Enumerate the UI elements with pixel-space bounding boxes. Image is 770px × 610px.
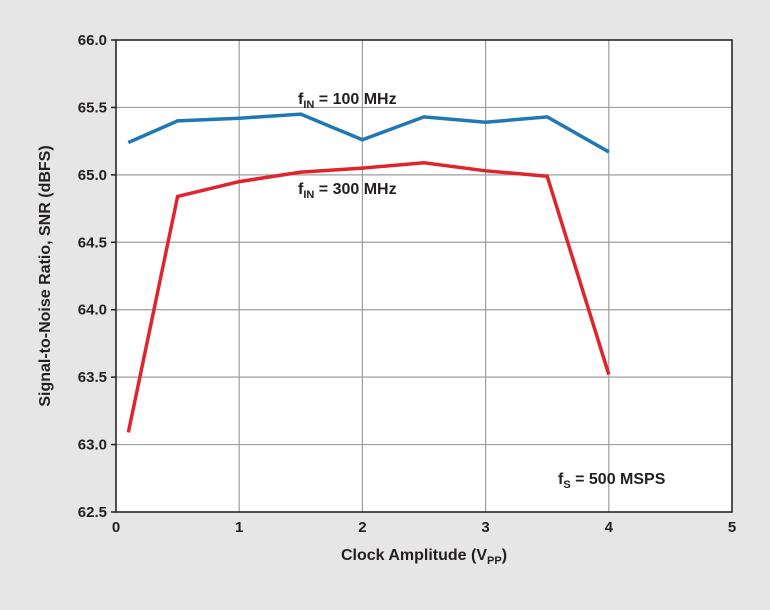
- x-tick-label: 2: [358, 519, 366, 536]
- y-tick-label: 64.5: [78, 234, 107, 251]
- series-label-300mhz: fIN = 300 MHz: [298, 181, 397, 201]
- y-tick-label: 64.0: [78, 302, 107, 319]
- x-tick-label: 4: [605, 519, 614, 536]
- y-tick-label: 65.5: [78, 99, 107, 116]
- series-label-100mhz: fIN = 100 MHz: [298, 91, 397, 111]
- plot-border: [115, 39, 733, 513]
- x-tick-label: 1: [235, 519, 243, 536]
- y-axis-title: Signal-to-Noise Ratio, SNR (dBFS): [37, 145, 54, 406]
- y-tick-label: 65.0: [78, 167, 107, 184]
- y-tick-label: 62.5: [78, 504, 107, 521]
- plot-area: [116, 40, 732, 512]
- sample-rate-annotation: fS = 500 MSPS: [558, 471, 666, 491]
- y-tick-label: 66.0: [78, 32, 107, 49]
- x-tick-label: 0: [112, 519, 120, 536]
- tick-labels: 0 1 2 3 4 5 62.5 63.0 63.5 64.0 64.5 65.0 65.5 66.0: [78, 32, 736, 536]
- y-tick-label: 63.0: [78, 437, 107, 454]
- x-tick-label: 5: [728, 519, 736, 536]
- x-axis-title: Clock Amplitude (VPP): [341, 547, 507, 567]
- series-lines: [126, 112, 611, 433]
- y-tick-label: 63.5: [78, 369, 107, 386]
- x-tick-label: 3: [481, 519, 489, 536]
